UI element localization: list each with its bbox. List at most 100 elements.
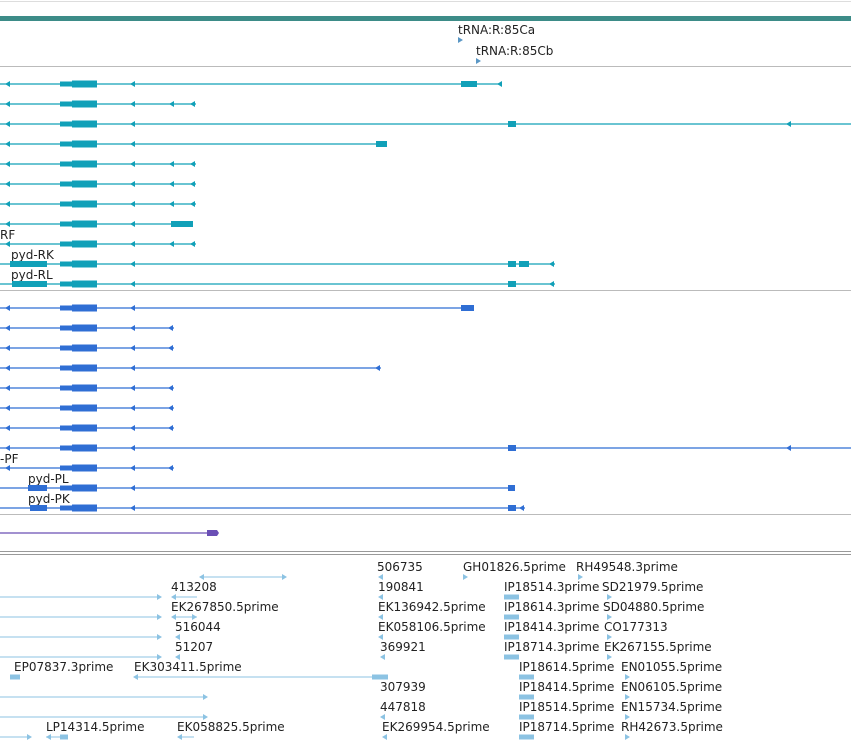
est-label: 369921 — [380, 640, 426, 654]
est-block[interactable] — [519, 674, 534, 680]
transcript-exon — [12, 281, 47, 287]
transcript-utr — [60, 385, 72, 391]
strand-arrow-icon — [130, 485, 135, 491]
est-label: 447818 — [380, 700, 426, 714]
est-label: EP07837.3prime — [14, 660, 113, 674]
transcript-cds — [72, 464, 97, 472]
transcript-row[interactable] — [0, 80, 502, 88]
trna-track: tRNA:R:85Ca tRNA:R:85Cb — [458, 23, 553, 64]
est-label: IP18614.3prime — [504, 600, 599, 614]
transcript-row[interactable] — [0, 444, 851, 452]
transcript-row[interactable] — [0, 304, 474, 312]
est-block[interactable] — [519, 694, 534, 700]
transcript-row[interactable] — [0, 200, 196, 208]
strand-arrow-icon — [625, 734, 630, 740]
strand-arrow-icon — [190, 201, 195, 207]
transcript-row[interactable] — [0, 140, 387, 148]
transcript-row[interactable] — [0, 464, 174, 472]
est-block[interactable] — [60, 734, 68, 740]
strand-arrow-icon — [607, 634, 612, 640]
trna-feature-a[interactable] — [458, 37, 463, 43]
est-label: EK058825.5prime — [177, 720, 285, 734]
strand-arrow-icon — [5, 325, 10, 331]
transcript-row[interactable] — [0, 384, 174, 392]
transcript-row[interactable] — [0, 180, 196, 188]
strand-arrow-icon — [177, 734, 182, 740]
strand-arrow-icon — [519, 505, 524, 511]
transcript-row[interactable] — [0, 364, 381, 372]
transcript-cds — [72, 120, 97, 128]
strand-arrow-icon — [5, 425, 10, 431]
strand-arrow-icon — [130, 261, 135, 267]
est-label: EK303411.5prime — [134, 660, 242, 674]
transcript-row[interactable] — [0, 120, 851, 128]
strand-arrow-icon — [169, 161, 174, 167]
gene-track-blue: -PF pyd-PL pyd-PK — [0, 304, 851, 512]
strand-arrow-icon — [463, 574, 468, 580]
transcript-row[interactable] — [0, 484, 515, 492]
est-label: SD21979.5prime — [602, 580, 703, 594]
transcript-utr — [60, 505, 72, 511]
transcript-row[interactable] — [0, 324, 174, 332]
strand-arrow-icon — [130, 325, 135, 331]
strand-arrow-icon — [607, 654, 612, 660]
strand-arrow-icon — [380, 714, 385, 720]
est-label: EK136942.5prime — [378, 600, 486, 614]
strand-arrow-icon — [5, 161, 10, 167]
transcript-exon — [508, 261, 516, 267]
transcript-row[interactable] — [0, 260, 555, 268]
strand-arrow-icon — [168, 325, 173, 331]
transcript-cds — [72, 100, 97, 108]
est-block[interactable] — [504, 654, 519, 660]
purple-exon[interactable] — [207, 530, 219, 536]
transcript-row[interactable] — [0, 424, 174, 432]
strand-arrow-icon — [190, 241, 195, 247]
strand-arrow-icon — [549, 261, 554, 267]
transcript-row[interactable] — [0, 344, 174, 352]
est-label: IP18714.5prime — [519, 720, 614, 734]
est-block[interactable] — [519, 734, 534, 740]
strand-arrow-icon — [130, 101, 135, 107]
est-label: 51207 — [175, 640, 213, 654]
est-block[interactable] — [10, 674, 20, 680]
strand-arrow-icon — [190, 181, 195, 187]
est-label: IP18714.3prime — [504, 640, 599, 654]
transcript-row[interactable] — [0, 160, 196, 168]
transcript-utr — [60, 425, 72, 431]
transcript-exon — [171, 221, 193, 227]
strand-arrow-icon — [130, 305, 135, 311]
transcript-row[interactable] — [0, 504, 525, 512]
transcript-cds — [72, 200, 97, 208]
strand-arrow-icon — [5, 241, 10, 247]
transcript-label-rl: pyd-RL — [11, 268, 53, 282]
transcript-row[interactable] — [0, 404, 174, 412]
strand-arrow-icon — [382, 734, 387, 740]
strand-arrow-icon — [5, 445, 10, 451]
transcript-row[interactable] — [0, 100, 196, 108]
transcript-utr — [60, 305, 72, 311]
transcript-row[interactable] — [0, 240, 196, 248]
transcript-cds — [72, 324, 97, 332]
est-block[interactable] — [519, 714, 534, 720]
strand-arrow-icon — [5, 221, 10, 227]
transcript-utr — [60, 121, 72, 127]
est-label: EK269954.5prime — [382, 720, 490, 734]
strand-arrow-icon — [282, 574, 287, 580]
strand-arrow-icon — [378, 634, 383, 640]
transcript-row[interactable] — [0, 220, 193, 228]
trna-feature-b[interactable] — [476, 58, 481, 64]
transcript-row[interactable] — [0, 280, 555, 288]
est-label: RH49548.3prime — [576, 560, 678, 574]
est-block[interactable] — [504, 594, 519, 600]
est-block[interactable] — [504, 614, 519, 620]
strand-arrow-icon — [130, 181, 135, 187]
est-label: IP18414.3prime — [504, 620, 599, 634]
transcript-cds — [72, 240, 97, 248]
strand-arrow-icon — [168, 405, 173, 411]
transcript-utr — [60, 365, 72, 371]
strand-arrow-icon — [378, 614, 383, 620]
est-block[interactable] — [504, 634, 519, 640]
est-block[interactable] — [372, 674, 388, 680]
strand-arrow-icon — [130, 221, 135, 227]
